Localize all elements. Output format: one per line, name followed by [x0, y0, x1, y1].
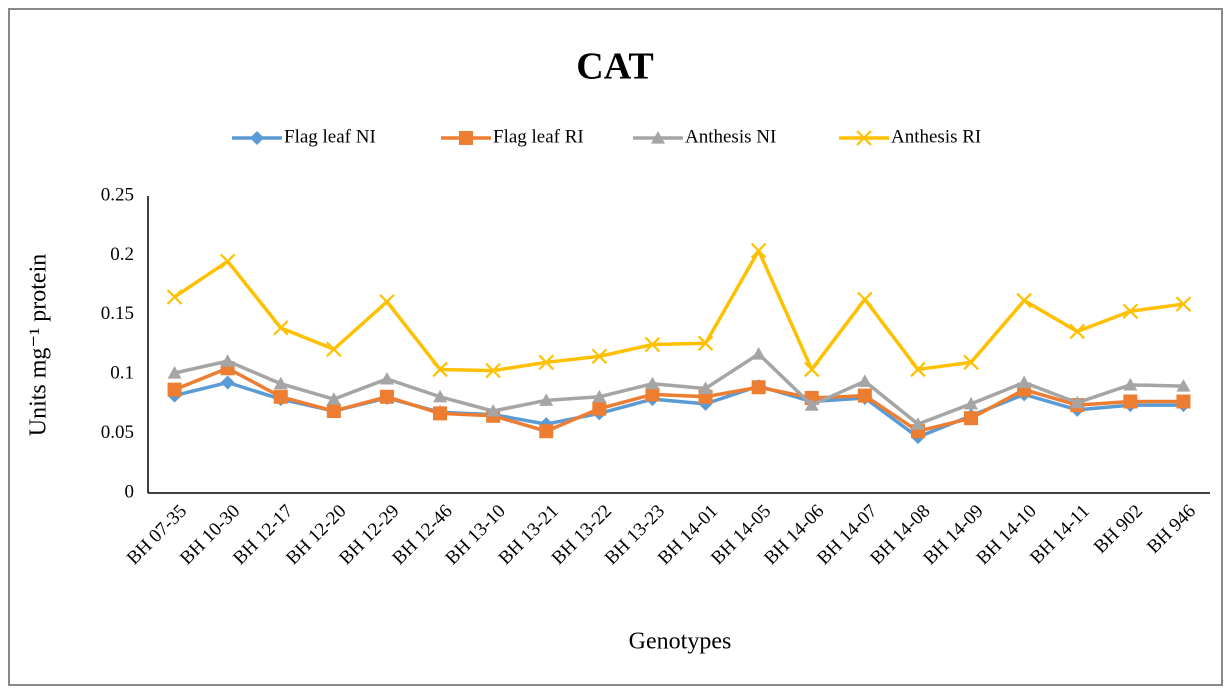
marker	[964, 411, 979, 426]
marker	[1176, 394, 1191, 409]
marker	[273, 376, 288, 390]
marker	[964, 396, 979, 410]
marker	[486, 404, 501, 417]
marker	[963, 354, 979, 371]
marker	[326, 392, 341, 405]
series-line	[173, 248, 1184, 373]
marker	[803, 361, 820, 378]
chart-border	[8, 8, 1223, 686]
marker	[539, 393, 554, 406]
marker	[751, 380, 766, 395]
legend-label: Anthesis NI	[685, 126, 776, 147]
marker	[220, 375, 235, 390]
marker	[592, 401, 607, 416]
marker	[1069, 323, 1086, 340]
marker	[219, 253, 236, 270]
marker	[539, 424, 554, 439]
marker	[167, 366, 182, 379]
marker	[750, 242, 767, 259]
marker	[1123, 394, 1138, 409]
marker	[697, 335, 714, 352]
marker	[910, 417, 925, 430]
marker	[433, 406, 448, 421]
legend-label: Flag leaf NI	[284, 126, 376, 147]
marker	[326, 341, 342, 358]
marker	[379, 389, 394, 404]
marker	[432, 361, 448, 378]
marker	[857, 374, 872, 387]
y-axis-title: Units mg⁻¹ protein	[26, 254, 52, 437]
legend-marker	[459, 131, 473, 145]
marker	[645, 376, 660, 390]
y-tick-label: 0.25	[101, 184, 134, 205]
legend-label: Anthesis RI	[891, 126, 981, 147]
marker	[1017, 375, 1032, 389]
marker	[326, 404, 341, 419]
marker	[645, 387, 660, 402]
y-tick-label: 0.1	[110, 363, 134, 384]
marker	[910, 361, 926, 378]
marker	[433, 389, 448, 403]
marker	[485, 362, 501, 379]
marker	[698, 381, 713, 395]
marker	[1016, 292, 1032, 309]
marker	[857, 388, 872, 403]
marker	[167, 382, 182, 397]
series-line	[173, 366, 1184, 433]
y-tick-label: 0	[125, 481, 135, 502]
chart-title: CAT	[576, 46, 653, 88]
legend-marker	[856, 130, 872, 146]
legend-marker	[250, 131, 264, 145]
marker	[379, 371, 394, 385]
marker	[751, 347, 766, 360]
marker	[591, 348, 608, 365]
marker	[166, 289, 183, 305]
y-tick-label: 0.15	[101, 303, 134, 324]
marker	[1070, 395, 1085, 409]
series-line	[174, 352, 1184, 426]
marker	[644, 336, 661, 353]
marker	[804, 398, 819, 411]
marker	[1123, 377, 1138, 391]
marker	[1122, 303, 1139, 320]
legend-marker	[651, 131, 665, 144]
marker	[1176, 379, 1191, 392]
legend-label: Flag leaf RI	[493, 126, 584, 147]
marker	[379, 293, 395, 310]
marker	[592, 389, 607, 403]
marker	[1175, 296, 1192, 312]
marker	[273, 389, 288, 404]
x-axis-title: Genotypes	[629, 629, 732, 655]
marker	[272, 320, 289, 336]
marker	[220, 354, 235, 367]
marker	[538, 354, 555, 371]
y-tick-label: 0.2	[110, 244, 134, 265]
marker	[857, 291, 873, 308]
y-tick-label: 0.05	[101, 422, 134, 443]
